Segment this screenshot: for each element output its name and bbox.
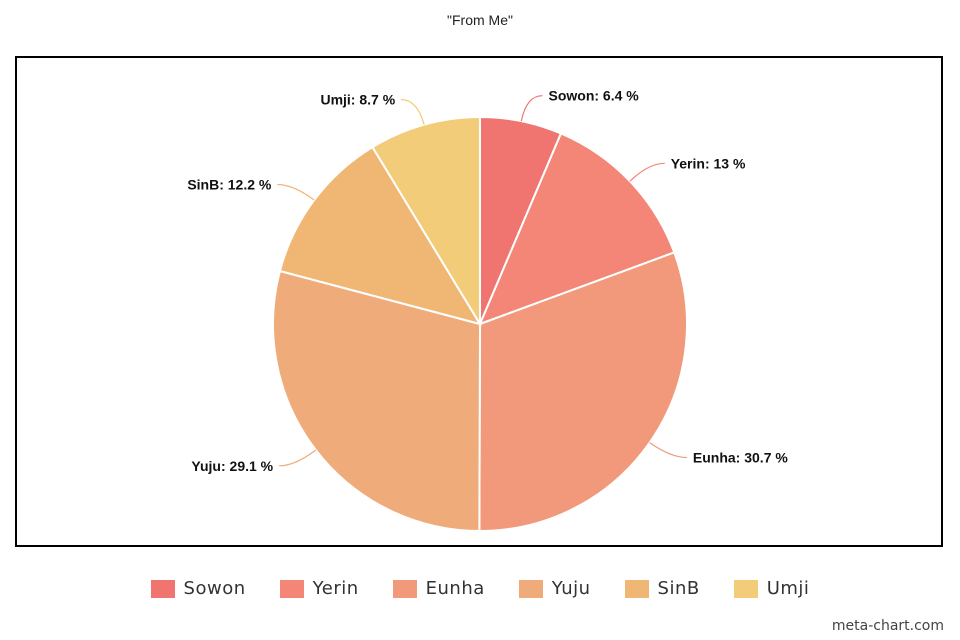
legend-item-yuju: Yuju — [518, 578, 591, 599]
legend-label: SinB — [657, 578, 700, 599]
legend-swatch — [624, 579, 649, 598]
legend-swatch — [392, 579, 417, 598]
legend-swatch — [279, 579, 304, 598]
legend: Sowon Yerin Eunha Yuju SinB Umji — [0, 578, 960, 599]
watermark: meta-chart.com — [831, 618, 944, 634]
legend-label: Yuju — [551, 578, 591, 599]
leader-line-eunha — [649, 442, 687, 459]
plot-frame — [15, 56, 943, 547]
leader-line-sinb — [277, 183, 315, 201]
legend-item-yerin: Yerin — [279, 578, 359, 599]
legend-item-umji: Umji — [733, 578, 810, 599]
slice-label-sowon: Sowon: 6.4 % — [548, 88, 639, 104]
slice-label-sinb: SinB: 12.2 % — [187, 177, 272, 193]
legend-label: Yerin — [312, 578, 359, 599]
legend-item-eunha: Eunha — [392, 578, 485, 599]
legend-label: Sowon — [183, 578, 246, 599]
legend-swatch — [518, 579, 543, 598]
slice-label-yerin: Yerin: 13 % — [671, 155, 746, 171]
legend-item-sowon: Sowon — [150, 578, 246, 599]
leader-line-umji — [401, 99, 425, 125]
pie-slice-yerin — [478, 132, 676, 326]
legend-swatch — [150, 579, 175, 598]
leader-line-yuju — [279, 449, 317, 467]
legend-swatch — [733, 579, 758, 598]
slice-label-eunha: Eunha: 30.7 % — [693, 450, 788, 466]
leader-line-sowon — [520, 95, 543, 122]
leader-line-yerin — [629, 162, 665, 182]
legend-label: Eunha — [425, 578, 485, 599]
legend-label: Umji — [766, 578, 810, 599]
slice-label-umji: Umji: 8.7 % — [320, 92, 395, 108]
chart-title: "From Me" — [447, 12, 513, 28]
slice-label-yuju: Yuju: 29.1 % — [191, 458, 273, 474]
legend-item-sinb: SinB — [624, 578, 700, 599]
